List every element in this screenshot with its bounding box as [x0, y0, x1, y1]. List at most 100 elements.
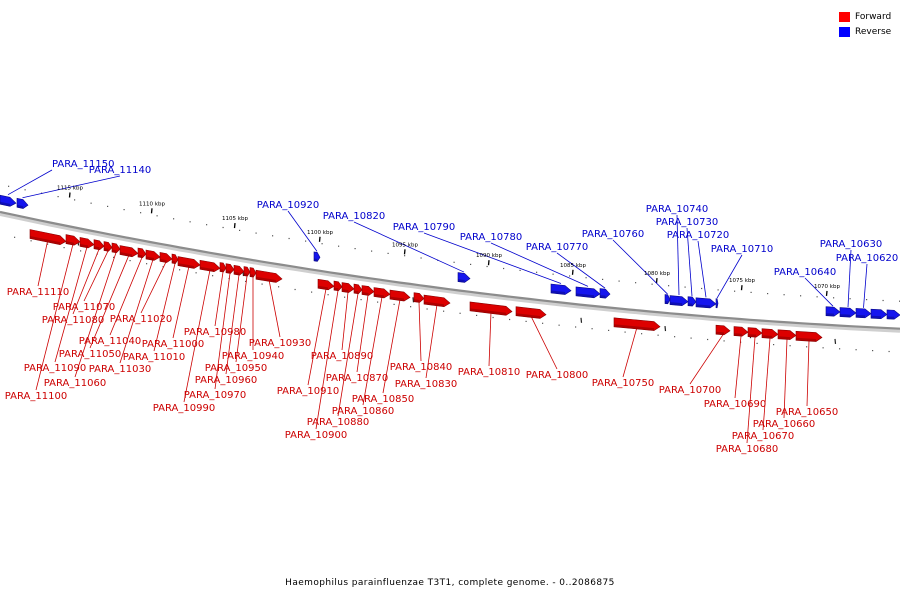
gene-PARA_11150[interactable]: [0, 194, 17, 207]
gene-PARA_10960[interactable]: [233, 264, 245, 276]
gene-label[interactable]: PARA_11080: [42, 315, 104, 326]
gene-PARA_10790[interactable]: [550, 283, 572, 295]
gene-label[interactable]: PARA_10670: [732, 431, 794, 442]
gene-label[interactable]: PARA_10880: [307, 417, 369, 428]
gene-PARA_10630[interactable]: [839, 307, 857, 318]
gene-label[interactable]: PARA_10960: [195, 375, 257, 386]
gene-PARA_10640[interactable]: [825, 306, 841, 317]
gene-PARA_11140[interactable]: [16, 197, 29, 209]
gene-label[interactable]: PARA_11040: [79, 336, 141, 347]
gene-PARA_10860[interactable]: [373, 287, 391, 299]
gene-PARA_10670[interactable]: [761, 328, 779, 339]
gene-label[interactable]: PARA_10890: [311, 351, 373, 362]
gene-label[interactable]: PARA_11100: [5, 391, 67, 402]
gene-label[interactable]: PARA_10680: [716, 444, 778, 455]
gene-PARA_11040[interactable]: [137, 247, 147, 259]
gene-label[interactable]: PARA_10900: [285, 430, 347, 441]
gene-label[interactable]: PARA_10710: [711, 244, 773, 255]
gene-PARA_10900[interactable]: [333, 280, 343, 292]
gene-label[interactable]: PARA_10640: [774, 267, 836, 278]
gene-unlabeled[interactable]: [886, 309, 900, 320]
gene-label[interactable]: PARA_10690: [704, 399, 766, 410]
gene-label[interactable]: PARA_10620: [836, 253, 898, 264]
gene-label[interactable]: PARA_10810: [458, 367, 520, 378]
gene-PARA_10710[interactable]: [715, 298, 719, 309]
gene-PARA_10740[interactable]: [669, 295, 689, 307]
gene-label[interactable]: PARA_11000: [142, 339, 204, 350]
gene-PARA_11020[interactable]: [159, 252, 173, 263]
gene-label[interactable]: PARA_10930: [249, 338, 311, 349]
gene-label[interactable]: PARA_10860: [332, 406, 394, 417]
gene-label[interactable]: PARA_11010: [123, 352, 185, 363]
gene-label[interactable]: PARA_10720: [667, 230, 729, 241]
gene-PARA_10720[interactable]: [695, 297, 717, 309]
gene-label[interactable]: PARA_11060: [44, 378, 106, 389]
gene-PARA_10690[interactable]: [733, 326, 749, 337]
gene-label[interactable]: PARA_10990: [153, 403, 215, 414]
gene-label[interactable]: PARA_10730: [656, 217, 718, 228]
gene-PARA_11090[interactable]: [79, 237, 95, 249]
gene-PARA_10810[interactable]: [469, 301, 513, 316]
gene-label[interactable]: PARA_10790: [393, 222, 455, 233]
gene-PARA_10880[interactable]: [353, 283, 363, 295]
gene-label[interactable]: PARA_11020: [110, 314, 172, 325]
gene-label[interactable]: PARA_10780: [460, 232, 522, 243]
gene-PARA_10920[interactable]: [313, 251, 321, 262]
gene-PARA_10990[interactable]: [199, 259, 221, 273]
gene-label[interactable]: PARA_10630: [820, 239, 882, 250]
gene-label[interactable]: PARA_10850: [352, 394, 414, 405]
gene-label[interactable]: PARA_10950: [205, 363, 267, 374]
gene-label[interactable]: PARA_11070: [53, 302, 115, 313]
gene-label[interactable]: PARA_10770: [526, 242, 588, 253]
gene-label[interactable]: PARA_10830: [395, 379, 457, 390]
gene-PARA_10650[interactable]: [795, 330, 823, 342]
gene-PARA_10910[interactable]: [317, 278, 335, 291]
gene-label[interactable]: PARA_10820: [323, 211, 385, 222]
gene-PARA_11060[interactable]: [111, 242, 121, 254]
gene-unlabeled[interactable]: [870, 308, 888, 319]
gene-label[interactable]: PARA_10870: [326, 373, 388, 384]
gene-PARA_10930[interactable]: [255, 269, 283, 283]
gene-label[interactable]: PARA_11140: [89, 165, 151, 176]
gene-label[interactable]: PARA_11030: [89, 364, 151, 375]
gene-PARA_11000[interactable]: [177, 256, 201, 270]
gene-PARA_10890[interactable]: [341, 282, 355, 294]
gene-label[interactable]: PARA_10650: [776, 407, 838, 418]
gene-label[interactable]: PARA_11110: [7, 287, 69, 298]
gene-PARA_10660[interactable]: [777, 329, 797, 340]
gene-label[interactable]: PARA_10980: [184, 327, 246, 338]
gene-PARA_11010[interactable]: [171, 253, 179, 265]
gene-PARA_10680[interactable]: [747, 327, 763, 338]
gene-PARA_10730[interactable]: [687, 296, 697, 307]
gene-PARA_10970[interactable]: [225, 263, 235, 274]
gene-label[interactable]: PARA_10840: [390, 362, 452, 373]
gene-label[interactable]: PARA_10970: [184, 390, 246, 401]
gene-label[interactable]: PARA_10700: [659, 385, 721, 396]
gene-PARA_11100[interactable]: [65, 234, 81, 247]
gene-PARA_11080[interactable]: [93, 239, 105, 251]
gene-PARA_10700[interactable]: [715, 324, 731, 336]
gene-PARA_10820[interactable]: [457, 272, 471, 284]
gene-label[interactable]: PARA_10940: [222, 351, 284, 362]
gene-PARA_10830[interactable]: [423, 294, 451, 308]
gene-PARA_11070[interactable]: [103, 241, 113, 253]
gene-label[interactable]: PARA_11050: [59, 349, 121, 360]
gene-PARA_11110[interactable]: [29, 229, 67, 246]
gene-PARA_11050[interactable]: [119, 245, 139, 258]
gene-PARA_10850[interactable]: [389, 289, 411, 302]
gene-PARA_11030[interactable]: [145, 249, 161, 262]
gene-label[interactable]: PARA_10910: [277, 386, 339, 397]
gene-PARA_10760[interactable]: [664, 294, 671, 305]
gene-PARA_10750[interactable]: [613, 317, 661, 331]
gene-label[interactable]: PARA_10750: [592, 378, 654, 389]
gene-PARA_10870[interactable]: [361, 285, 375, 297]
gene-label[interactable]: PARA_10740: [646, 204, 708, 215]
gene-label[interactable]: PARA_10920: [257, 200, 319, 211]
gene-PARA_10840[interactable]: [413, 292, 425, 303]
gene-label[interactable]: PARA_11150: [52, 159, 114, 170]
gene-label[interactable]: PARA_10800: [526, 370, 588, 381]
gene-label[interactable]: PARA_10660: [753, 419, 815, 430]
gene-PARA_10980[interactable]: [219, 262, 227, 273]
gene-PARA_10950[interactable]: [243, 266, 251, 277]
gene-PARA_10770[interactable]: [599, 288, 611, 299]
